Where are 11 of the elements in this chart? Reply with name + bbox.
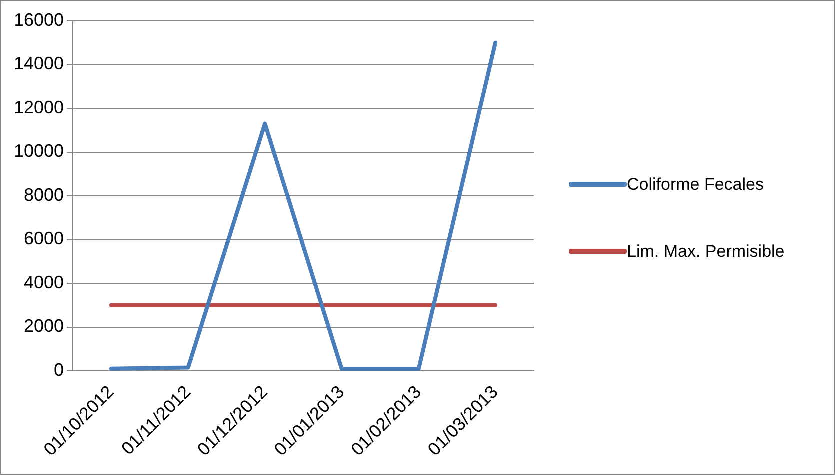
legend-label: Coliforme Fecales <box>627 174 764 196</box>
y-tick-label: 16000 <box>14 10 64 30</box>
y-tick-label: 2000 <box>24 316 64 336</box>
y-tick-label: 10000 <box>14 141 64 162</box>
y-tick-label: 12000 <box>14 97 64 118</box>
y-tick-label: 8000 <box>24 184 64 205</box>
y-tick-label: 4000 <box>24 272 64 292</box>
y-tick-label: 0 <box>54 360 64 380</box>
y-tick-label: 14000 <box>14 54 64 74</box>
y-tick-label: 6000 <box>24 228 64 249</box>
legend-label: Lim. Max. Permisible <box>627 241 785 263</box>
